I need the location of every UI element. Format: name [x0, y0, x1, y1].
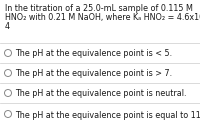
Text: 4: 4 [5, 22, 10, 31]
Text: The pH at the equivalence point is > 7.: The pH at the equivalence point is > 7. [15, 70, 172, 78]
Text: The pH at the equivalence point is equal to 11.: The pH at the equivalence point is equal… [15, 110, 200, 120]
Text: The pH at the equivalence point is neutral.: The pH at the equivalence point is neutr… [15, 90, 186, 98]
Text: HNO₂ with 0.21 M NaOH, where Kₐ HNO₂ = 4.6x10⁻: HNO₂ with 0.21 M NaOH, where Kₐ HNO₂ = 4… [5, 13, 200, 22]
Text: The pH at the equivalence point is < 5.: The pH at the equivalence point is < 5. [15, 50, 172, 58]
Text: In the titration of a 25.0-mL sample of 0.115 M: In the titration of a 25.0-mL sample of … [5, 4, 193, 13]
